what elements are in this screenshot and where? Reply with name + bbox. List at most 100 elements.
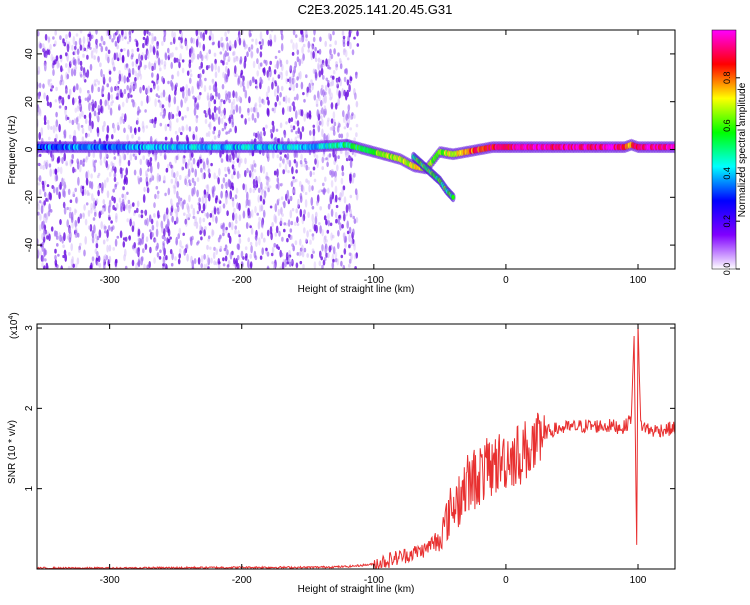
noise-speck [192, 37, 195, 45]
noise-speck [190, 37, 193, 44]
noise-speck [181, 116, 184, 121]
noise-speck [190, 237, 193, 246]
noise-speck [262, 198, 266, 205]
noise-speck [98, 211, 102, 219]
noise-speck [128, 235, 131, 241]
noise-speck [348, 252, 352, 256]
noise-speck [207, 266, 210, 269]
noise-speck [185, 44, 189, 51]
noise-speck [150, 174, 154, 179]
noise-speck [223, 114, 226, 119]
noise-speck [321, 118, 324, 127]
noise-speck [167, 54, 171, 61]
noise-speck [245, 253, 248, 259]
noise-speck [127, 124, 131, 130]
noise-speck [150, 164, 153, 174]
noise-speck [52, 169, 56, 175]
noise-speck [49, 78, 52, 82]
noise-speck [247, 107, 250, 113]
noise-speck [293, 178, 297, 183]
noise-speck [226, 264, 230, 268]
noise-speck [261, 247, 265, 255]
noise-speck [71, 222, 74, 229]
noise-speck [240, 158, 243, 164]
noise-speck [195, 30, 199, 37]
noise-speck [199, 158, 203, 164]
noise-speck [323, 157, 327, 161]
noise-speck [82, 212, 85, 218]
noise-speck [269, 60, 273, 65]
noise-speck [244, 183, 248, 193]
noise-speck [117, 80, 121, 85]
noise-speck [191, 187, 194, 197]
noise-speck [154, 238, 157, 243]
noise-speck [188, 213, 191, 218]
noise-speck [238, 95, 241, 103]
noise-speck [244, 157, 247, 165]
noise-speck [202, 32, 205, 41]
noise-speck [274, 136, 278, 142]
noise-speck [295, 161, 299, 168]
noise-speck [139, 86, 142, 94]
noise-speck [75, 196, 78, 204]
noise-speck [84, 236, 87, 245]
noise-speck [198, 94, 201, 101]
noise-speck [108, 76, 112, 83]
noise-speck [123, 48, 126, 52]
noise-speck [280, 207, 283, 215]
noise-speck [85, 155, 89, 160]
noise-speck [38, 189, 42, 196]
noise-speck [165, 96, 168, 102]
noise-speck [228, 152, 232, 160]
noise-speck [334, 40, 338, 46]
noise-speck [319, 36, 322, 42]
noise-speck [343, 248, 347, 255]
noise-speck [292, 125, 296, 130]
noise-speck [145, 236, 149, 243]
noise-speck [302, 185, 305, 194]
noise-speck [262, 67, 265, 73]
noise-speck [355, 132, 358, 138]
snr-ylabel: SNR (10 * v/v) [7, 420, 18, 484]
noise-speck [222, 203, 226, 209]
noise-speck [250, 245, 253, 254]
noise-speck [242, 210, 246, 219]
noise-speck [278, 101, 282, 106]
noise-speck [180, 45, 184, 50]
noise-speck [302, 264, 305, 269]
noise-speck [208, 85, 212, 91]
noise-speck [260, 205, 263, 211]
noise-speck [290, 129, 294, 133]
noise-speck [326, 80, 330, 84]
noise-speck [151, 65, 154, 72]
noise-speck [149, 157, 153, 162]
noise-speck [114, 259, 118, 268]
noise-speck [173, 96, 177, 105]
noise-speck [211, 228, 214, 238]
noise-speck [118, 33, 121, 43]
noise-speck [302, 92, 305, 96]
noise-speck [128, 72, 131, 78]
noise-speck [63, 232, 66, 242]
noise-speck [205, 65, 209, 71]
noise-speck [112, 122, 115, 129]
noise-speck [107, 49, 111, 55]
noise-speck [175, 155, 179, 161]
noise-speck [47, 36, 51, 44]
noise-speck [341, 30, 345, 36]
noise-speck [336, 83, 340, 89]
noise-speck [69, 231, 72, 240]
noise-speck [302, 213, 306, 222]
noise-speck [247, 259, 250, 269]
noise-speck [301, 216, 305, 225]
spectrogram-xtick-label: 100 [630, 275, 647, 286]
noise-speck [121, 113, 124, 118]
noise-speck [165, 255, 168, 261]
noise-speck [147, 85, 151, 94]
noise-speck [296, 49, 300, 55]
noise-speck [277, 74, 281, 78]
noise-speck [333, 48, 336, 55]
noise-speck [295, 82, 299, 89]
noise-speck [83, 47, 86, 52]
